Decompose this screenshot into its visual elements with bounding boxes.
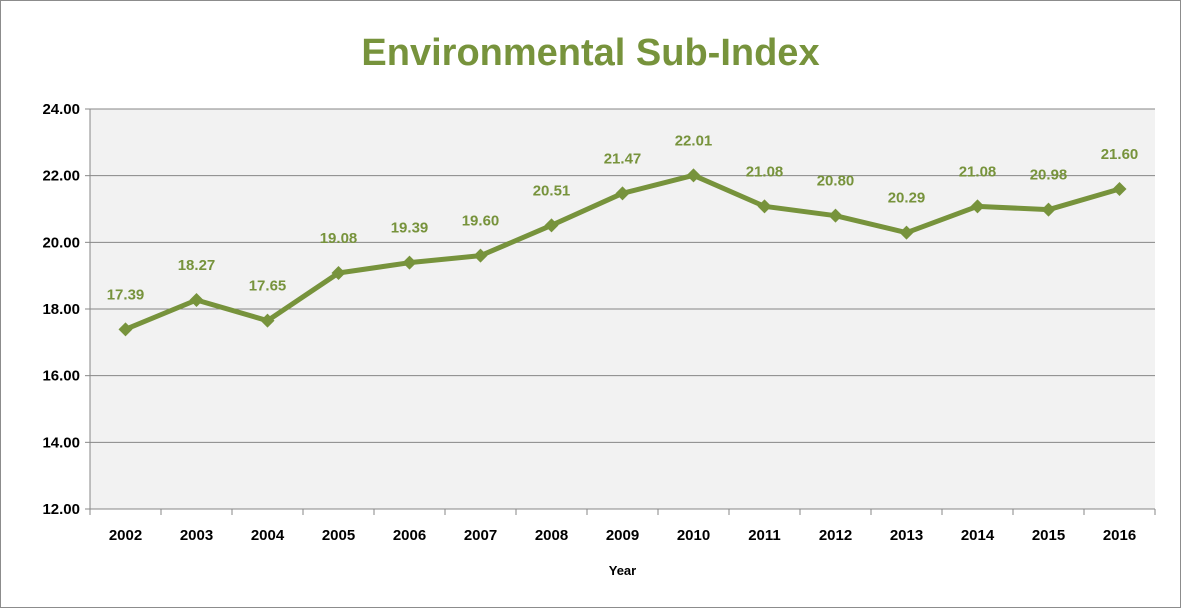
data-point-marker — [402, 255, 417, 270]
y-tick-label: 24.00 — [42, 101, 80, 118]
y-tick-label: 18.00 — [42, 301, 80, 318]
data-label: 21.60 — [1101, 146, 1139, 163]
x-tick-label: 2013 — [890, 527, 923, 544]
x-tick-label: 2016 — [1103, 527, 1136, 544]
data-label: 20.51 — [533, 182, 571, 199]
y-tick-label: 14.00 — [42, 434, 80, 451]
data-point-marker — [686, 168, 701, 183]
x-tick-label: 2007 — [464, 527, 497, 544]
data-point-marker — [970, 199, 985, 214]
data-point-marker — [757, 199, 772, 214]
data-point-marker — [899, 225, 914, 240]
x-tick-label: 2006 — [393, 527, 426, 544]
y-tick-label: 12.00 — [42, 501, 80, 518]
data-point-marker — [473, 248, 488, 263]
chart-title: Environmental Sub-Index — [361, 32, 820, 74]
series — [118, 168, 1127, 337]
data-label: 17.39 — [107, 286, 145, 303]
data-label: 21.47 — [604, 150, 642, 167]
data-point-marker — [331, 266, 346, 280]
data-point-marker — [189, 293, 204, 307]
data-point-marker — [1112, 182, 1127, 196]
x-tick-label: 2003 — [180, 527, 213, 544]
data-label: 19.60 — [462, 213, 500, 230]
data-label: 21.08 — [746, 163, 784, 180]
y-axis-ticks: 12.00 14.00 16.00 18.00 20.00 22.00 24.00 — [42, 101, 90, 518]
data-point-marker — [1041, 202, 1056, 217]
data-label: 18.27 — [178, 257, 216, 274]
data-label: 19.39 — [391, 220, 429, 237]
data-point-marker — [544, 218, 559, 233]
x-tick-label: 2004 — [251, 527, 285, 544]
data-point-marker — [615, 186, 630, 201]
data-label: 22.01 — [675, 132, 713, 149]
y-tick-label: 16.00 — [42, 368, 80, 385]
data-labels: 17.39 18.27 17.65 19.08 19.39 19.60 20.51 21.47… — [107, 132, 1139, 303]
data-label: 20.80 — [817, 173, 855, 190]
data-label: 20.98 — [1030, 167, 1068, 184]
x-axis-title: Year — [609, 563, 636, 578]
x-tick-label: 2009 — [606, 527, 639, 544]
x-tick-label: 2002 — [109, 527, 142, 544]
x-tick-label: 2012 — [819, 527, 852, 544]
data-label: 21.08 — [959, 163, 997, 180]
x-tick-label: 2014 — [961, 527, 995, 544]
data-point-marker — [118, 322, 133, 337]
y-tick-label: 22.00 — [42, 168, 80, 185]
data-label: 17.65 — [249, 278, 287, 295]
data-point-marker — [260, 313, 275, 328]
x-tick-label: 2015 — [1032, 527, 1065, 544]
data-point-marker — [828, 208, 843, 223]
x-tick-label: 2005 — [322, 527, 355, 544]
x-tick-label: 2008 — [535, 527, 568, 544]
y-tick-label: 20.00 — [42, 234, 80, 251]
x-axis-ticks: 2002 2003 2004 2005 2006 2007 2008 2009 2010 2011… — [89, 509, 1156, 544]
data-label: 20.29 — [888, 190, 926, 207]
data-label: 19.08 — [320, 230, 358, 247]
x-tick-label: 2011 — [748, 527, 781, 544]
x-tick-label: 2010 — [677, 527, 710, 544]
